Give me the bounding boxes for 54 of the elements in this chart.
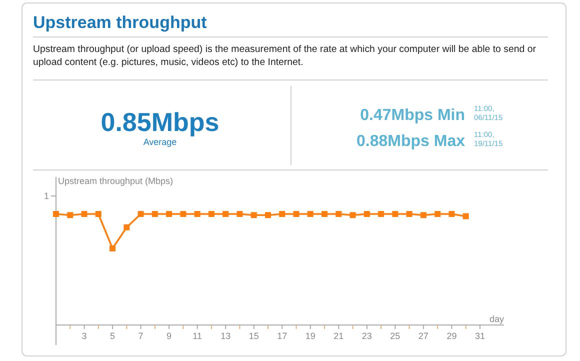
x-tick-label: 25 xyxy=(390,331,400,341)
point xyxy=(236,211,243,217)
point xyxy=(166,211,172,217)
point xyxy=(462,213,469,220)
x-tick-label: 3 xyxy=(82,331,87,341)
x-tick-label: 27 xyxy=(418,331,428,341)
x-tick-label: 13 xyxy=(220,331,231,341)
x-tick-label: 21 xyxy=(334,331,344,341)
point xyxy=(95,211,102,217)
x-tick-label: 23 xyxy=(362,331,372,341)
point xyxy=(264,212,271,218)
x-tick-label: 15 xyxy=(248,331,259,341)
point xyxy=(110,245,116,252)
point xyxy=(138,211,144,217)
point xyxy=(336,211,342,217)
point xyxy=(67,212,74,218)
x-tick-label: 11 xyxy=(192,331,202,341)
text: 0.88Mbps Max xyxy=(356,133,466,150)
x-tick-label: 29 xyxy=(446,331,457,341)
point xyxy=(322,211,328,217)
point xyxy=(293,211,300,217)
point xyxy=(420,212,426,218)
point xyxy=(152,211,158,217)
text: 0.47Mbps Min xyxy=(360,107,465,124)
point xyxy=(81,211,88,217)
point xyxy=(392,211,398,217)
x-axis-title: day xyxy=(489,314,504,324)
text: 1 xyxy=(44,191,49,201)
x-tick-label: 19 xyxy=(305,331,316,341)
point xyxy=(180,211,186,217)
chart-title: Upstream throughput xyxy=(33,13,208,32)
point xyxy=(434,211,441,217)
point xyxy=(250,212,257,218)
text: 0.85Mbps xyxy=(100,107,220,137)
point xyxy=(222,211,229,217)
x-tick-label: 31 xyxy=(474,331,485,341)
text: Average xyxy=(143,137,177,147)
point xyxy=(279,211,286,217)
y-axis-title: Upstream throughput (Mbps) xyxy=(58,176,174,186)
point xyxy=(364,211,370,217)
x-tick-label: 7 xyxy=(138,331,144,341)
x-tick-label: 17 xyxy=(277,331,288,341)
point xyxy=(53,211,59,217)
point xyxy=(194,211,200,217)
x-tick-label: 5 xyxy=(110,331,116,341)
x-tick-label: 9 xyxy=(166,331,172,341)
point xyxy=(406,211,412,217)
text: Upstream throughput (or upload speed) is the measurement of the rate at which your computer will be able to send or upload content (e.g. pictures, music, videos etc) to the Internet. xyxy=(33,44,537,68)
point xyxy=(208,211,214,217)
point xyxy=(448,211,455,217)
point xyxy=(307,211,314,217)
point xyxy=(124,224,130,230)
point xyxy=(350,212,356,218)
point xyxy=(378,211,384,217)
